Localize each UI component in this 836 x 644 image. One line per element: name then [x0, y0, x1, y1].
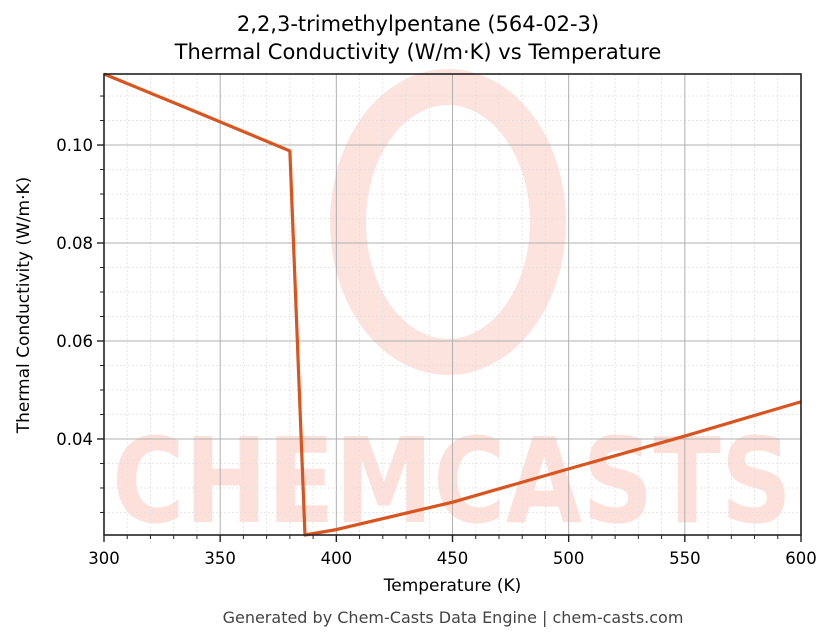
x-tick-label: 500: [553, 549, 585, 568]
chart-title-line1: 2,2,3-trimethylpentane (564-02-3): [236, 12, 600, 36]
x-tick-label: 550: [669, 549, 701, 568]
data-line: [103, 72, 802, 537]
x-axis-label: Temperature (K): [383, 576, 522, 596]
axis-ticks: 300 350 400 450 500 550 600 0.04 0.06 0.08 0.10: [56, 95, 817, 568]
x-tick-label: 400: [321, 549, 353, 568]
x-tick-label: 300: [88, 549, 120, 568]
chart-title-line2: Thermal Conductivity (W/m·K) vs Temperat…: [174, 40, 662, 64]
x-tick-label: 450: [437, 549, 469, 568]
x-tick-label: 600: [785, 549, 817, 568]
y-tick-label: 0.04: [56, 430, 93, 449]
x-tick-label: 350: [204, 549, 236, 568]
y-tick-label: 0.06: [56, 332, 93, 351]
footer-credit: Generated by Chem-Casts Data Engine | ch…: [222, 608, 684, 627]
y-tick-label: 0.10: [56, 136, 93, 155]
y-tick-label: 0.08: [56, 234, 93, 253]
y-axis-label: Thermal Conductivity (W/m·K): [14, 176, 34, 434]
